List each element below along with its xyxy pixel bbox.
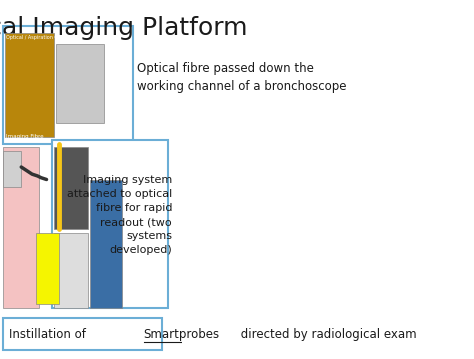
Text: Optical fibre passed down the
working channel of a bronchoscope: Optical fibre passed down the working ch… xyxy=(137,62,346,93)
Bar xyxy=(52,140,167,308)
Bar xyxy=(55,44,104,122)
Bar xyxy=(5,33,54,137)
Bar xyxy=(90,180,122,308)
Text: Smartprobes: Smartprobes xyxy=(144,328,220,341)
Bar xyxy=(3,318,162,350)
Bar xyxy=(36,233,59,304)
Text: Optical Imaging Platform: Optical Imaging Platform xyxy=(0,16,247,39)
Bar xyxy=(54,148,88,229)
Bar xyxy=(3,26,133,144)
Bar xyxy=(54,233,88,308)
Text: Instillation of: Instillation of xyxy=(9,328,89,341)
Text: Optical / Aspiration Capscule: Optical / Aspiration Capscule xyxy=(6,35,76,40)
Bar xyxy=(3,151,21,187)
Text: directed by radiological exam: directed by radiological exam xyxy=(237,328,416,341)
Text: Imaging system
attached to optical
fibre for rapid
readout (two
systems
develope: Imaging system attached to optical fibre… xyxy=(67,175,172,255)
Bar xyxy=(3,148,39,308)
Text: Imaging Fibre: Imaging Fibre xyxy=(6,134,44,139)
